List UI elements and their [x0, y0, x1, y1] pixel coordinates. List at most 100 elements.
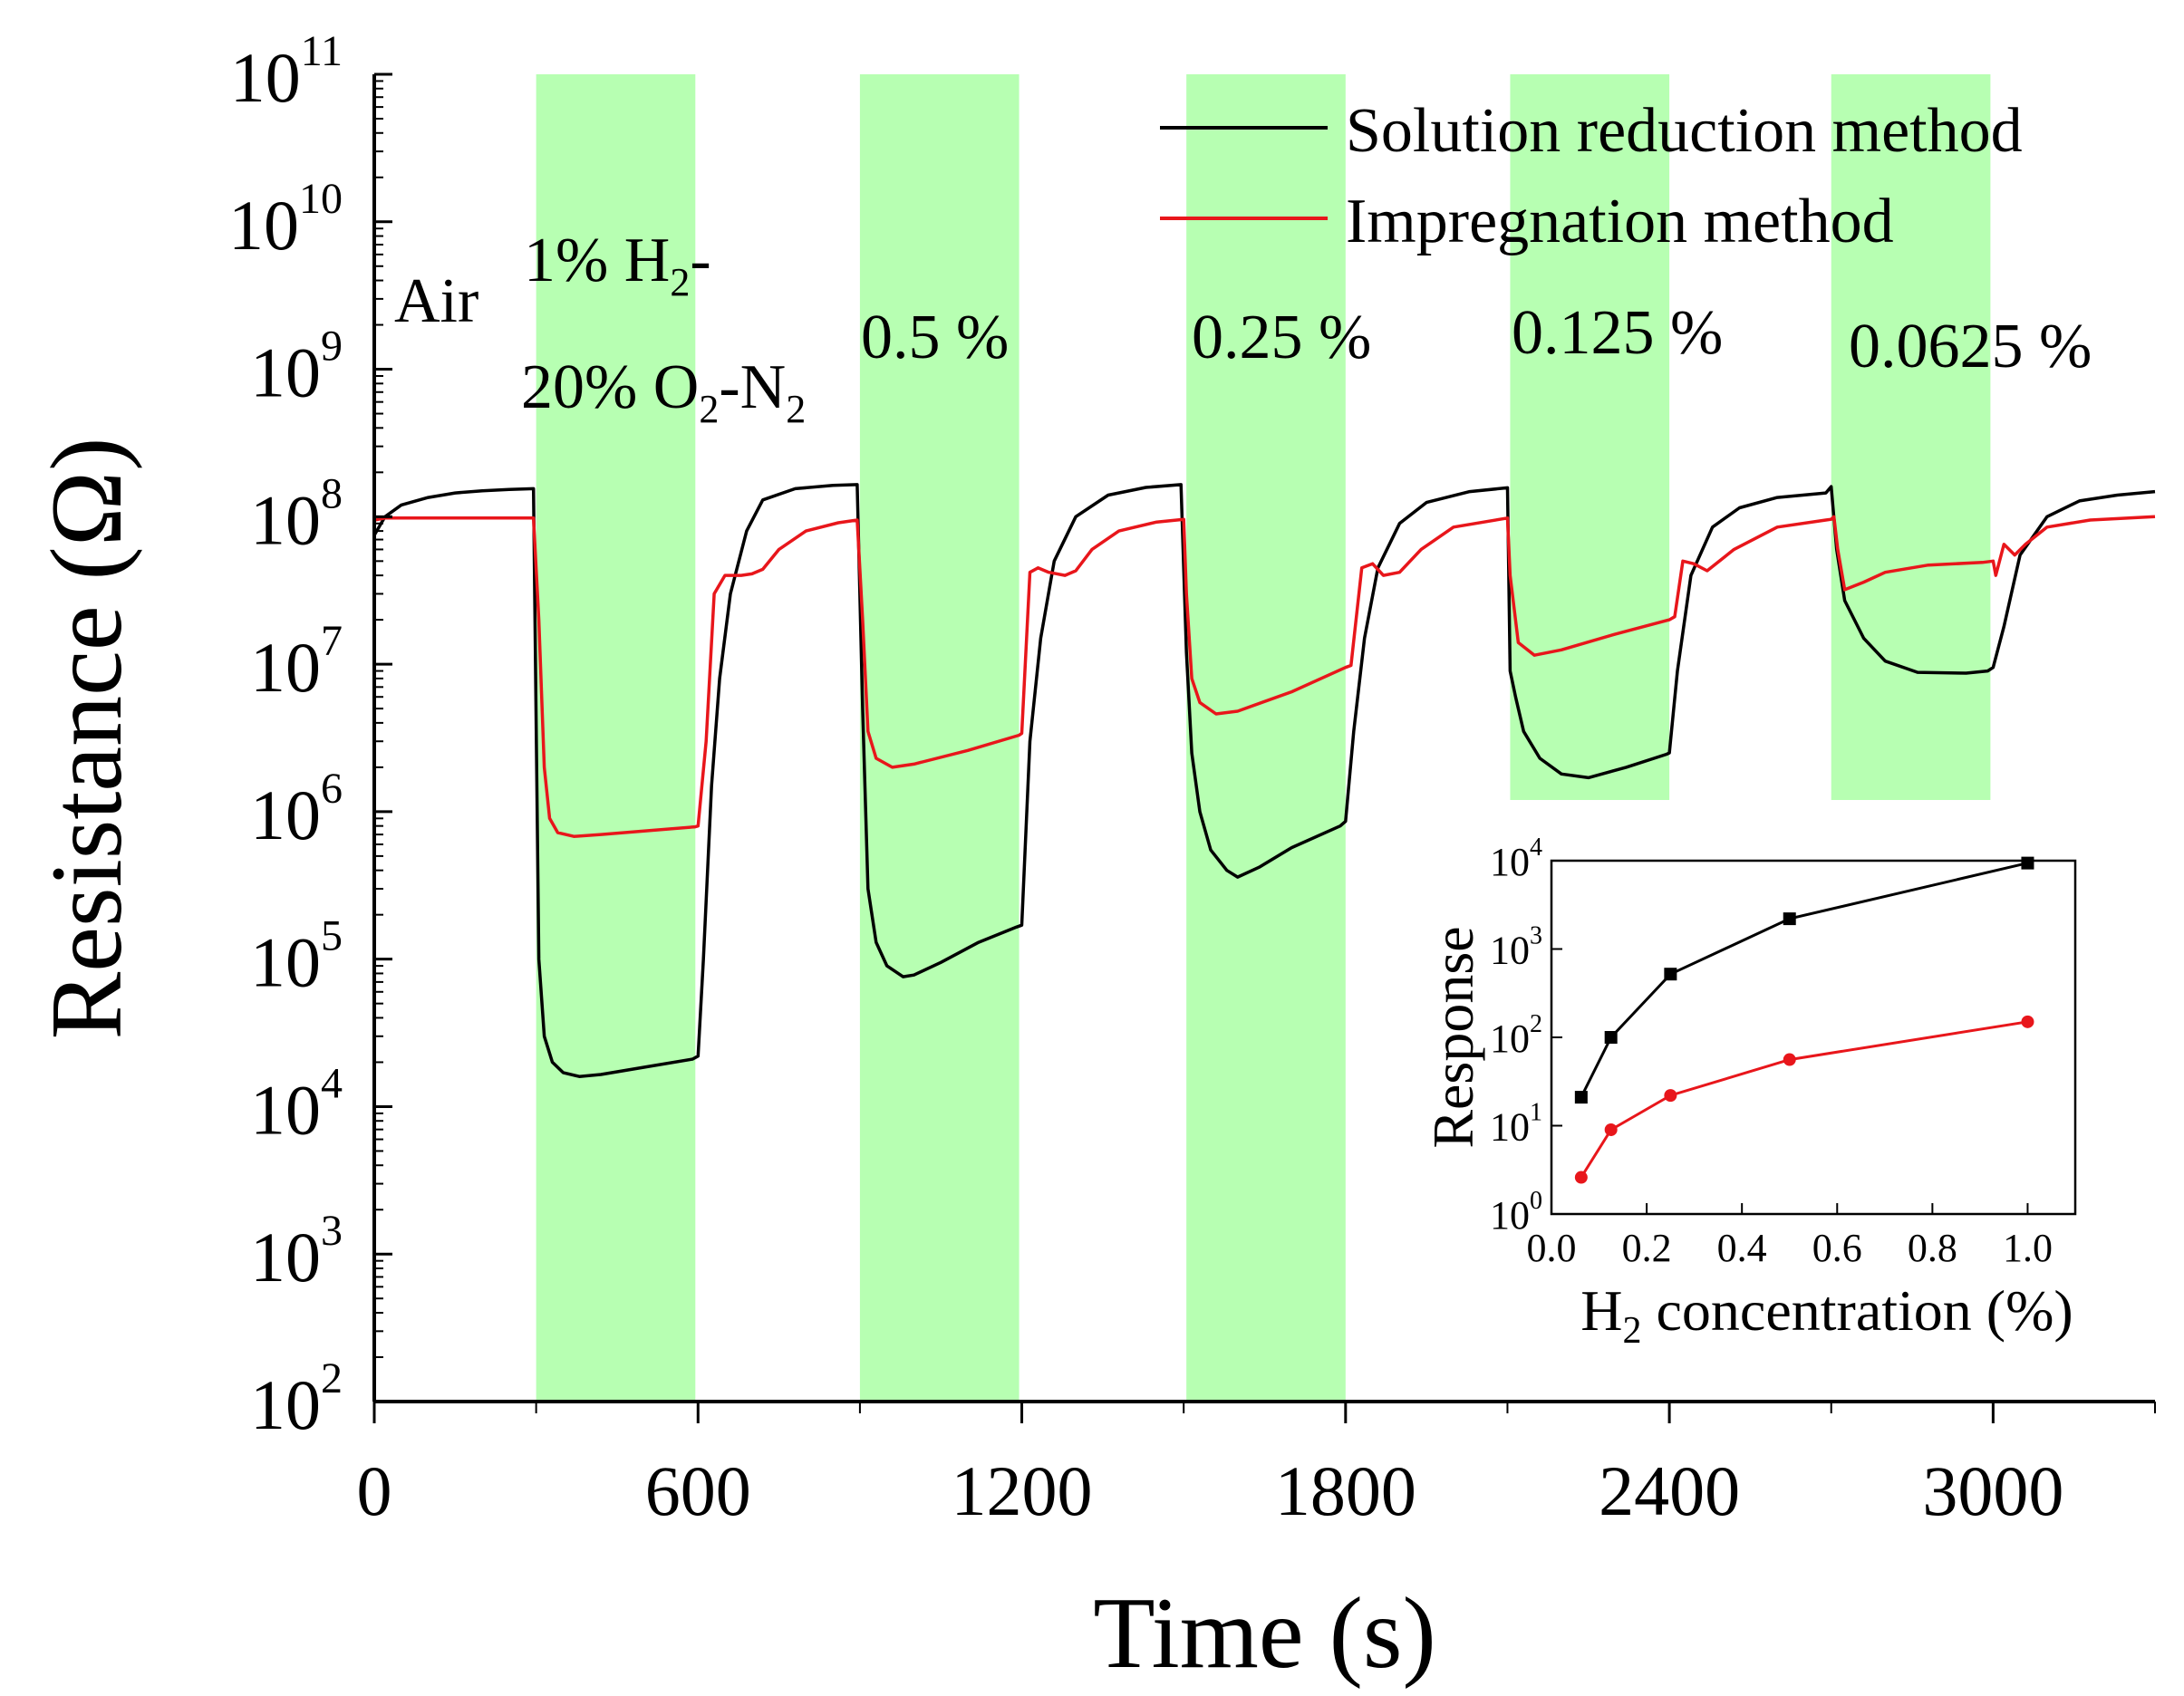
- y-tick-base: 10: [250, 776, 321, 854]
- legend-label-solution-reduction: Solution reduction method: [1346, 96, 2023, 166]
- inset-x-tick-label: 0.6: [1812, 1226, 1862, 1270]
- y-tick-label: 1010: [228, 175, 343, 265]
- y-tick-base: 10: [250, 480, 321, 559]
- y-tick-base: 10: [250, 628, 321, 707]
- y-tick-label: 106: [250, 765, 343, 854]
- inset-y-tick-base: 10: [1490, 840, 1530, 884]
- label-concentration-3: 0.25 %: [1192, 303, 1371, 372]
- y-tick-exponent: 4: [321, 1059, 343, 1107]
- inset-point-square: [1664, 968, 1677, 981]
- y-tick-exponent: 2: [321, 1354, 343, 1402]
- label-n2-sub: 2: [786, 387, 806, 431]
- inset-x-axis-title: H2 concentration (%): [1580, 1278, 2073, 1352]
- gas-exposure-bands: [536, 74, 1991, 1402]
- y-tick-exponent: 11: [301, 27, 343, 75]
- y-tick-label: 108: [250, 469, 343, 559]
- inset-x-tick-label: 1.0: [2003, 1226, 2053, 1270]
- y-tick-base: 10: [230, 38, 301, 117]
- x-tick-label: 3000: [1922, 1451, 2063, 1530]
- y-tick-exponent: 7: [321, 617, 343, 665]
- y-tick-exponent: 6: [321, 765, 343, 813]
- inset-y-tick-base: 10: [1490, 929, 1530, 973]
- inset-point-circle: [2021, 1015, 2034, 1028]
- x-tick-label: 600: [645, 1451, 751, 1530]
- inset-point-square: [2021, 856, 2034, 870]
- inset-point-square: [1604, 1031, 1618, 1044]
- x-tick-label: 0: [357, 1451, 392, 1530]
- y-tick-base: 10: [250, 923, 321, 1002]
- gas-band-3: [1186, 74, 1346, 1402]
- inset-xlabel-rest: concentration (%): [1642, 1278, 2073, 1343]
- label-air: Air: [394, 266, 478, 336]
- inset-x-tick-label: 0.8: [1908, 1226, 1957, 1270]
- inset-x-tick-label: 0.0: [1527, 1226, 1577, 1270]
- label-1pct-tail: -: [690, 226, 710, 295]
- inset-point-circle: [1604, 1123, 1618, 1136]
- inset-y-tick-exponent: 2: [1530, 1010, 1542, 1038]
- y-axis-title: Resistance (Ω): [31, 438, 143, 1040]
- x-tick-label: 2400: [1599, 1451, 1740, 1530]
- inset-y-tick-label: 100: [1490, 1187, 1542, 1238]
- label-1pct-text: 1% H: [524, 226, 670, 295]
- y-tick-base: 10: [250, 1070, 321, 1149]
- gas-band-5: [1831, 74, 1991, 800]
- y-tick-exponent: 3: [321, 1207, 343, 1255]
- y-tick-label: 109: [250, 323, 343, 412]
- y-tick-label: 105: [250, 912, 343, 1002]
- legend-label-impregnation: Impregnation method: [1346, 187, 1894, 256]
- gas-band-1: [536, 74, 696, 1402]
- label-n2-text: -N: [719, 352, 786, 422]
- label-1pct-line1: 1% H2-: [524, 226, 711, 304]
- inset-y-tick-label: 101: [1490, 1099, 1542, 1150]
- legend: Solution reduction method Impregnation me…: [1160, 96, 2023, 256]
- label-o2-sub: 2: [699, 387, 719, 431]
- y-tick-label: 107: [250, 617, 343, 707]
- inset-frame: [1550, 859, 2077, 1216]
- inset-xlabel-h: H: [1580, 1278, 1622, 1343]
- label-1pct-line2: 20% O2-N2: [521, 352, 806, 431]
- y-tick-exponent: 10: [299, 175, 343, 223]
- y-tick-base: 10: [228, 186, 299, 265]
- inset-y-tick-label: 103: [1490, 922, 1542, 973]
- inset-y-tick-base: 10: [1490, 1193, 1530, 1238]
- y-tick-label: 102: [250, 1354, 343, 1444]
- inset-y-tick-label: 104: [1490, 834, 1542, 884]
- label-1pct-sub: 2: [670, 260, 690, 304]
- series-line-impregnation: [373, 515, 2156, 838]
- inset-point-square: [1783, 912, 1796, 926]
- gas-band-4: [1510, 74, 1670, 800]
- x-axis-title: Time (s): [1093, 1577, 1436, 1690]
- inset-y-tick-exponent: 0: [1530, 1187, 1542, 1215]
- gas-band-2: [859, 74, 1020, 1402]
- inset-point-square: [1574, 1091, 1588, 1104]
- inset-y-tick-label: 102: [1490, 1010, 1542, 1061]
- y-tick-exponent: 9: [321, 323, 343, 371]
- inset-y-tick-exponent: 3: [1530, 922, 1542, 950]
- inset-y-axis-title: Response: [1421, 926, 1485, 1148]
- inset-y-tick-base: 10: [1490, 1105, 1530, 1150]
- inset-x-tick-label: 0.4: [1717, 1226, 1767, 1270]
- y-tick-label: 104: [250, 1059, 343, 1149]
- inset-point-circle: [1574, 1171, 1588, 1184]
- inset-y-tick-exponent: 4: [1530, 834, 1542, 862]
- main-series: [372, 483, 2156, 1078]
- x-tick-label: 1200: [952, 1451, 1093, 1530]
- y-tick-base: 10: [250, 1218, 321, 1296]
- inset-point-circle: [1664, 1089, 1677, 1103]
- y-tick-exponent: 5: [321, 912, 343, 960]
- y-tick-base: 10: [250, 1365, 321, 1444]
- inset-x-tick-label: 0.2: [1622, 1226, 1672, 1270]
- y-tick-label: 1011: [230, 27, 343, 117]
- y-tick-exponent: 8: [321, 469, 343, 517]
- x-tick-label: 1800: [1275, 1451, 1416, 1530]
- inset-y-tick-exponent: 1: [1530, 1099, 1542, 1127]
- y-tick-label: 103: [250, 1207, 343, 1296]
- inset-y-tick-base: 10: [1490, 1017, 1530, 1061]
- label-concentration-2: 0.5 %: [861, 303, 1009, 372]
- label-concentration-5: 0.0625 %: [1849, 312, 2092, 381]
- series-line-solution-reduction: [372, 483, 2156, 1078]
- y-tick-base: 10: [250, 333, 321, 412]
